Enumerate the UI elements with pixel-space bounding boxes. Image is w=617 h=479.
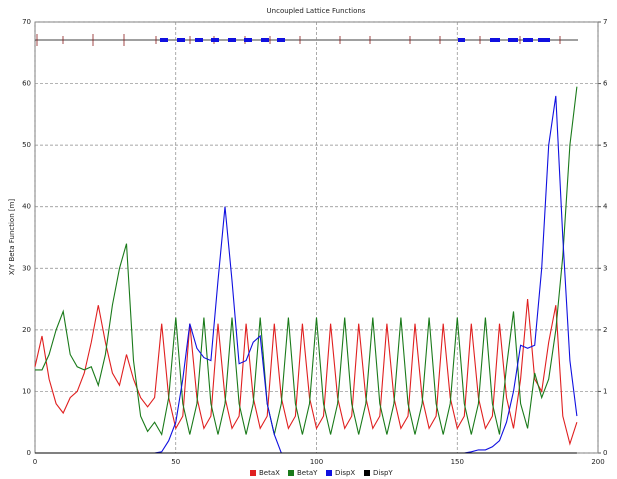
legend-swatch: [288, 470, 294, 476]
y-tick-label: 50: [22, 141, 31, 149]
y-tick-label: 60: [22, 80, 31, 88]
legend-label: DispY: [373, 469, 393, 477]
y-tick-label: 30: [22, 264, 31, 272]
y2-tick-label: 2: [603, 326, 607, 334]
series-line: [34, 299, 578, 446]
y-tick-label: 40: [22, 203, 31, 211]
legend-label: BetaX: [259, 469, 280, 477]
y-tick-label: 10: [22, 387, 31, 395]
legend-label: DispX: [335, 469, 355, 477]
chart-title: Uncoupled Lattice Functions: [267, 7, 366, 15]
series-line: [35, 86, 578, 437]
y-axis-label: X/Y Beta Function [m]: [8, 199, 16, 276]
x-tick-label: 200: [591, 458, 604, 466]
y-tick-label: 70: [22, 18, 31, 26]
legend-swatch: [250, 470, 256, 476]
y2-tick-label: 1: [603, 387, 607, 395]
y2-tick-label: 3: [603, 264, 607, 272]
y2-tick-label: 0: [603, 449, 607, 457]
lattice: [35, 34, 578, 46]
y-tick-label: 20: [22, 326, 31, 334]
legend-swatch: [326, 470, 332, 476]
x-tick-label: 50: [171, 458, 180, 466]
x-tick-label: 0: [33, 458, 37, 466]
y-tick-label: 0: [27, 449, 31, 457]
y2-tick-label: 5: [603, 141, 607, 149]
x-tick-label: 150: [451, 458, 464, 466]
y2-tick-label: 7: [603, 18, 607, 26]
legend-swatch: [364, 470, 370, 476]
x-tick-label: 100: [310, 458, 323, 466]
y2-tick-label: 4: [603, 203, 608, 211]
legend-label: BetaY: [297, 469, 318, 477]
y2-tick-label: 6: [603, 80, 608, 88]
